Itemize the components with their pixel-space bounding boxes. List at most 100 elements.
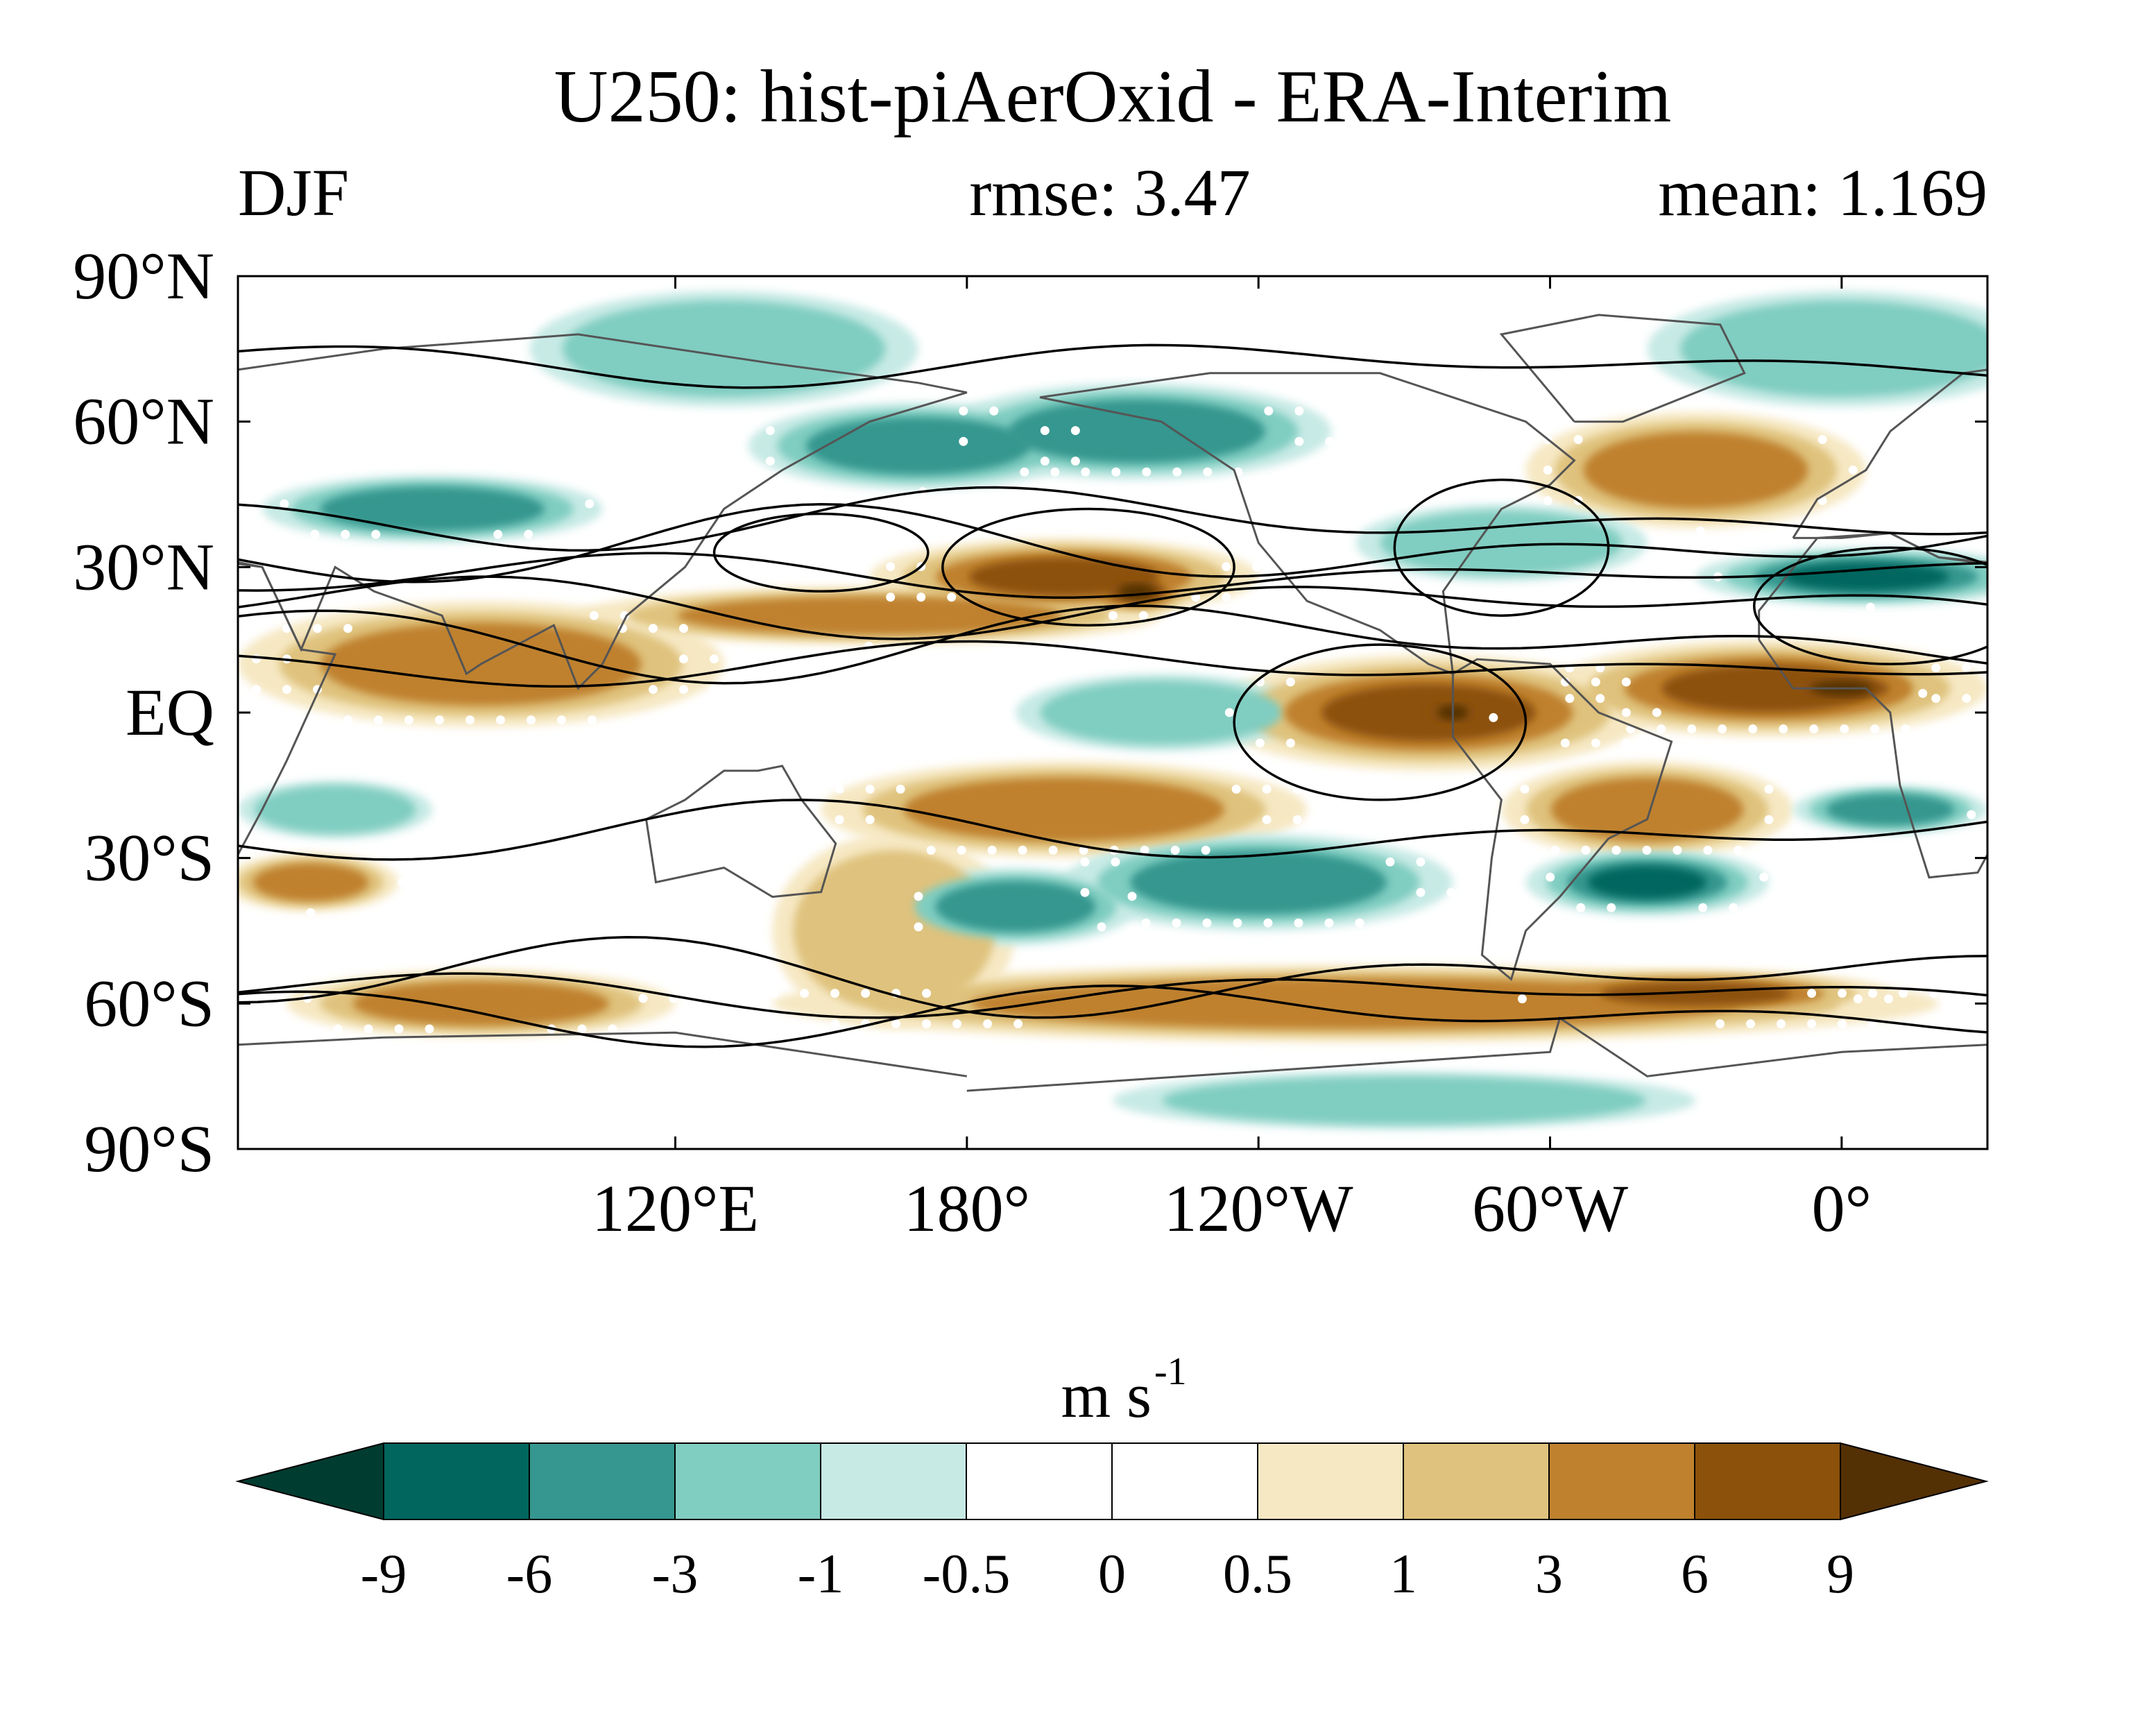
- stipple-dot: [310, 529, 320, 539]
- stipple-dot: [678, 624, 688, 633]
- stipple-dot: [1560, 677, 1570, 687]
- stipple-dot: [987, 845, 997, 855]
- stipple-dot: [1324, 918, 1334, 928]
- colorbar-labels: -9 -6 -3 -1 -0.5 0 0.5 1 3 6 9: [361, 1544, 1854, 1605]
- colorbar-tick-label: -1: [798, 1544, 844, 1605]
- climatology-contour: [238, 552, 1987, 599]
- longitude-labels: 120°E 180° 120°W 60°W 0°: [592, 1171, 1872, 1245]
- stipple-dot: [1050, 467, 1060, 477]
- climatology-contour: [238, 640, 1987, 688]
- stipple-dot: [1899, 989, 1908, 998]
- stipple-dot: [343, 715, 352, 725]
- stipple-dot: [865, 784, 875, 794]
- anomaly-blob: [1826, 793, 1955, 826]
- stipple-dot: [1607, 903, 1616, 912]
- stipple-dot: [1520, 815, 1530, 824]
- stipple-dot: [891, 1019, 901, 1029]
- colorbar-box: [1111, 1442, 1258, 1520]
- stipple-dot: [989, 406, 999, 416]
- jet-core-contour: [1233, 643, 1528, 801]
- jet-core-contour: [941, 507, 1235, 627]
- anomaly-blob: [1550, 777, 1744, 842]
- stipple-dot: [556, 715, 566, 725]
- anomaly-blob: [320, 486, 545, 531]
- stipple-dot: [1170, 845, 1180, 855]
- stipple-dot: [1611, 845, 1621, 855]
- anomaly-blob: [1162, 1076, 1647, 1125]
- stipple-dot: [983, 1019, 993, 1029]
- stipple-dot: [1718, 724, 1727, 734]
- jet-core-contour: [1753, 546, 1987, 665]
- stipple-dot: [709, 654, 719, 664]
- stipple-dot: [1931, 663, 1941, 673]
- stipple-dot: [1698, 903, 1708, 912]
- stipple-dot: [886, 562, 896, 572]
- y-tick-label: 60°N: [73, 384, 214, 459]
- stipple-dot: [914, 922, 923, 932]
- colorbar-tick-label: 0: [1098, 1544, 1126, 1605]
- stipple-dot: [922, 989, 932, 998]
- stipple-dot: [343, 624, 352, 633]
- stipple-dot: [2019, 572, 2028, 581]
- stipple-dot: [1201, 845, 1210, 855]
- colorbar-tick-label: 6: [1681, 1544, 1709, 1605]
- stipple-dot: [1550, 845, 1560, 855]
- coastline: [238, 563, 337, 857]
- stipple-dot: [1292, 815, 1302, 824]
- stipple-dot: [916, 593, 926, 602]
- climatology-contour: [238, 575, 1987, 640]
- anomaly-blob: [1118, 584, 1156, 599]
- stipple-dot: [865, 815, 875, 824]
- stipple-dot: [1621, 738, 1631, 748]
- anomaly-blob: [562, 300, 886, 398]
- stipple-dot: [1543, 495, 1552, 505]
- stipple-dot: [1703, 845, 1713, 855]
- colorbar-box: [529, 1442, 676, 1520]
- stipple-dot: [1591, 677, 1600, 687]
- stipple-dot: [341, 529, 350, 539]
- anomaly-blob: [1587, 865, 1707, 899]
- jet-core-contour: [712, 512, 930, 593]
- anomaly-fill: [238, 290, 1987, 1130]
- stipple-dot: [585, 499, 594, 509]
- rmse-label: rmse: 3.47: [969, 155, 1250, 230]
- stipple-dot: [1807, 989, 1817, 998]
- stipple-dot: [1764, 815, 1774, 824]
- stipple-dot: [1048, 845, 1058, 855]
- stipple-dot: [1489, 713, 1498, 722]
- stipple-dot: [1222, 562, 1231, 572]
- stipple-dot: [397, 878, 407, 887]
- stipple-dot: [1764, 784, 1774, 794]
- stipple-dot: [1202, 918, 1212, 928]
- stipple-dot: [1716, 1019, 1725, 1029]
- stipple-dot: [835, 815, 844, 824]
- colorbar-tick-label: -3: [652, 1544, 699, 1605]
- stipple-dot: [1901, 724, 1910, 734]
- units-exponent: -1: [1154, 1350, 1187, 1393]
- stipple-dot: [1962, 694, 1971, 704]
- x-tick-label: 180°: [904, 1171, 1030, 1245]
- stipple-dot: [587, 715, 597, 725]
- stipple-dot: [1355, 918, 1364, 928]
- stipple-dot: [1080, 857, 1090, 867]
- stipple-dot: [1018, 845, 1027, 855]
- stipple-dot: [1285, 677, 1295, 687]
- y-tick-label: 60°S: [84, 966, 214, 1040]
- coastline: [645, 765, 837, 899]
- stipple-dot: [577, 1024, 587, 1034]
- chart-title: U250: hist-piAerOxid - ERA-Interim: [554, 56, 1672, 138]
- stipple-dot: [1070, 426, 1080, 436]
- climatology-contour: [238, 486, 1987, 552]
- stipple-dot: [1546, 872, 1555, 882]
- stipple-dot: [1097, 922, 1106, 932]
- stipple-dot: [493, 529, 503, 539]
- colorbar-over-triangle: [1840, 1442, 1989, 1521]
- coastline: [1039, 372, 1576, 676]
- y-tick-label: 30°S: [84, 821, 214, 895]
- stipple-dot: [896, 784, 905, 794]
- stipple-dot: [394, 1024, 404, 1034]
- stipple-dot: [1734, 845, 1743, 855]
- stipple-dot: [1652, 708, 1661, 717]
- stipple-dot: [830, 989, 840, 998]
